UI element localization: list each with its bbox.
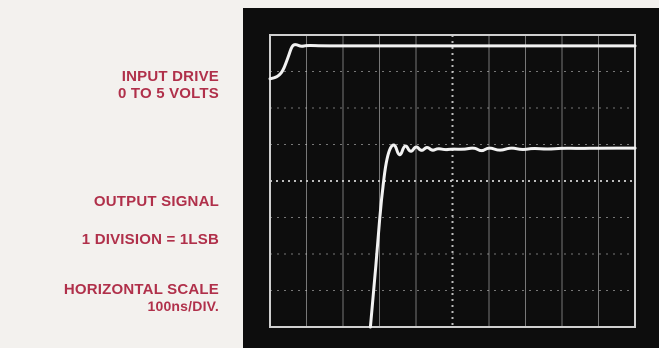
oscilloscope-bezel <box>243 8 659 348</box>
output-signal-title: OUTPUT SIGNAL <box>93 193 219 210</box>
input-drive-label: INPUT DRIVE 0 TO 5 VOLTS <box>118 68 219 102</box>
division-scale-text: 1 DIVISION = 1LSB <box>81 231 219 248</box>
input-drive-range: 0 TO 5 VOLTS <box>117 85 219 102</box>
output-signal-trace <box>368 143 637 329</box>
division-scale-label: 1 DIVISION = 1LSB <box>82 231 219 248</box>
oscilloscope-screen <box>268 34 637 329</box>
input-drive-title: INPUT DRIVE <box>121 68 219 85</box>
output-signal-label: OUTPUT SIGNAL <box>94 193 219 210</box>
horizontal-scale-value: 100ns/DIV. <box>147 298 219 314</box>
horizontal-scale-label: HORIZONTAL SCALE 100ns/DIV. <box>64 281 219 315</box>
input-drive-trace <box>268 43 637 81</box>
horizontal-scale-title: HORIZONTAL SCALE <box>63 281 219 298</box>
